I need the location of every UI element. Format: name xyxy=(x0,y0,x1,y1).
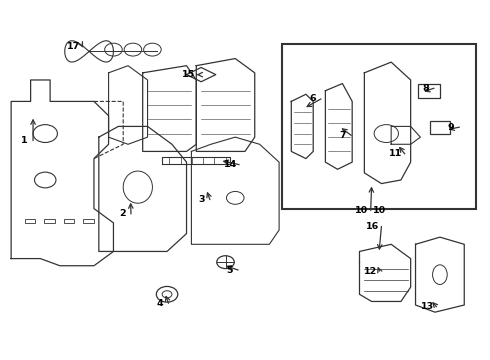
Text: 4: 4 xyxy=(156,299,163,308)
Bar xyxy=(83,219,94,223)
Bar xyxy=(282,44,476,208)
Bar xyxy=(418,84,440,98)
Text: 15: 15 xyxy=(181,70,195,79)
Text: 14: 14 xyxy=(224,160,237,169)
Text: 16: 16 xyxy=(366,222,379,231)
Text: 10: 10 xyxy=(372,206,386,215)
Text: 6: 6 xyxy=(309,94,316,103)
Text: 2: 2 xyxy=(119,210,125,219)
Text: 12: 12 xyxy=(364,267,377,276)
Text: 10: 10 xyxy=(355,206,368,215)
Bar xyxy=(430,121,450,134)
Text: 13: 13 xyxy=(421,302,434,311)
Text: 7: 7 xyxy=(339,131,346,140)
Text: 8: 8 xyxy=(422,84,429,93)
Bar xyxy=(64,219,74,223)
Bar xyxy=(44,219,55,223)
Text: 1: 1 xyxy=(21,136,27,145)
Text: 3: 3 xyxy=(198,195,204,204)
Text: 17: 17 xyxy=(67,41,80,50)
Text: 11: 11 xyxy=(390,149,403,158)
Bar xyxy=(25,219,35,223)
Text: 5: 5 xyxy=(226,266,233,275)
Text: 9: 9 xyxy=(447,123,454,132)
